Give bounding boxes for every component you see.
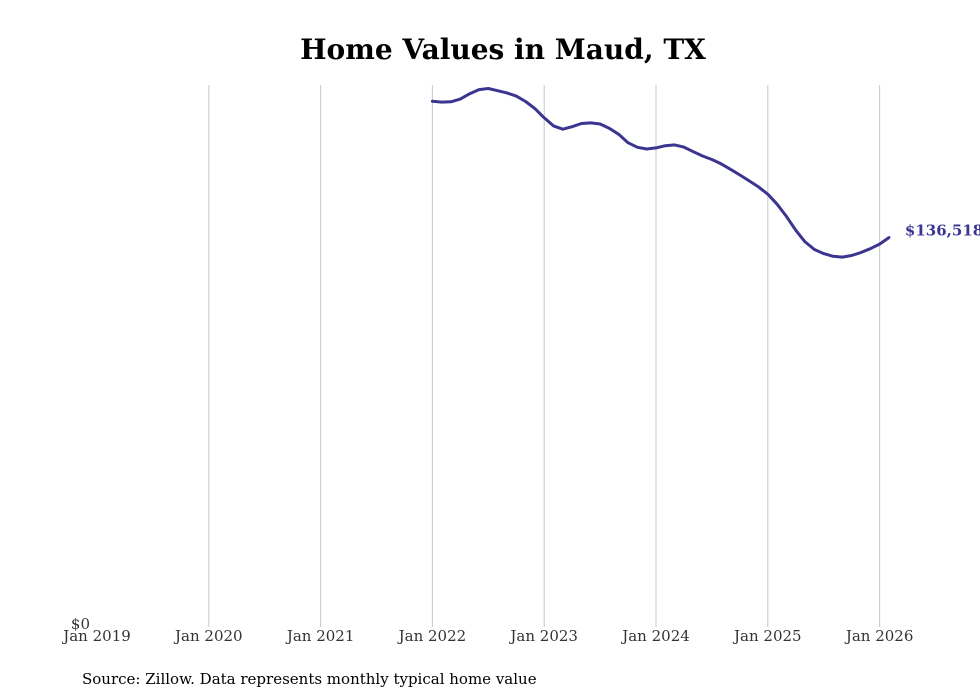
x-tick-label: Jan 2025 [732, 627, 802, 645]
grid-lines [208, 85, 881, 627]
series-line [430, 87, 891, 259]
x-tick-label: Jan 2023 [508, 627, 578, 645]
x-axis-ticks: Jan 2019 Jan 2020 Jan 2021 Jan 2022 Jan 2023… [61, 627, 913, 645]
y-tick-label: $0 [71, 615, 90, 633]
x-tick-label: Jan 2024 [620, 627, 690, 645]
end-value-label: $136,518 [905, 222, 980, 240]
x-tick-label: Jan 2022 [397, 627, 467, 645]
x-tick-label: Jan 2019 [61, 627, 131, 645]
source-note: Source: Zillow. Data represents monthly … [82, 670, 537, 688]
x-tick-label: Jan 2020 [173, 627, 243, 645]
chart-title: Home Values in Maud, TX [300, 33, 706, 66]
x-tick-label: Jan 2021 [285, 627, 355, 645]
y-axis-ticks: $0 [71, 615, 90, 633]
x-tick-label: Jan 2026 [844, 627, 914, 645]
